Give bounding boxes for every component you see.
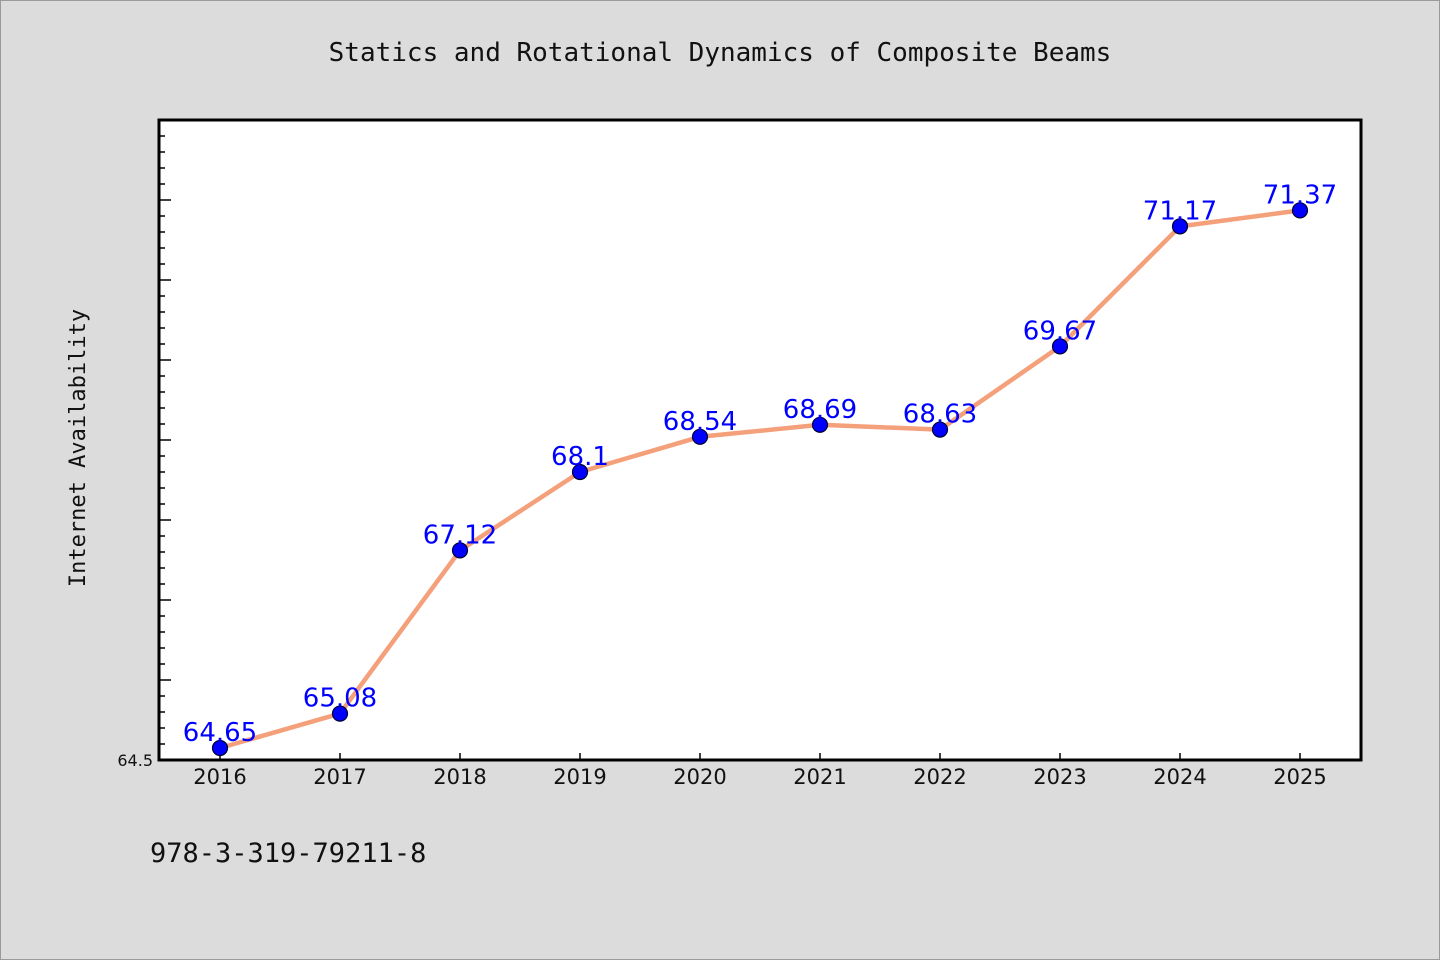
data-label: 68.63 (903, 400, 977, 430)
x-tick-label: 2017 (313, 765, 366, 789)
x-tick-label: 2021 (793, 765, 846, 789)
x-tick-label: 2025 (1273, 765, 1326, 789)
x-axis-ticks: 2016 2017 2018 2019 2020 2021 2022 2023 2024 2025 (193, 753, 1327, 789)
data-point (1291, 202, 1309, 219)
data-point (211, 739, 229, 757)
x-tick-label: 2024 (1153, 765, 1206, 789)
data-label: 69.67 (1023, 316, 1097, 346)
y-tick-label: 64.5 (117, 751, 153, 770)
data-label: 64.65 (183, 718, 257, 748)
chart-title: Statics and Rotational Dynamics of Compo… (329, 38, 1112, 68)
data-point (1171, 218, 1189, 235)
x-tick-label: 2020 (673, 765, 726, 789)
data-label: 68.69 (783, 395, 857, 425)
data-label: 71.37 (1263, 180, 1337, 210)
x-tick-label: 2018 (433, 765, 486, 789)
series-line (217, 208, 1303, 751)
x-tick-label: 2023 (1033, 765, 1086, 789)
data-point (451, 542, 469, 559)
data-label: 67.12 (423, 520, 497, 550)
data-label: 68.54 (663, 407, 737, 437)
data-label: 65.08 (303, 684, 377, 714)
x-tick-label: 2016 (193, 765, 246, 789)
data-label: 71.17 (1143, 196, 1217, 226)
data-point (811, 416, 829, 433)
isbn-footer: 978-3-319-79211-8 (150, 838, 426, 869)
data-point (1051, 338, 1069, 355)
x-tick-label: 2022 (913, 765, 966, 789)
y-axis-ticks: 64.5 (117, 135, 171, 770)
y-axis-label: Internet Availability (66, 309, 91, 587)
data-label: 68.1 (551, 442, 609, 472)
data-point (331, 705, 349, 722)
x-tick-label: 2019 (553, 765, 606, 789)
plot-area (157, 118, 1363, 762)
data-point (691, 428, 709, 445)
data-point (571, 463, 589, 481)
data-point (931, 421, 949, 438)
series-layer: 64.65 65.08 67.12 68.1 68.54 68.69 68.63 69.67 7… (183, 180, 1337, 757)
